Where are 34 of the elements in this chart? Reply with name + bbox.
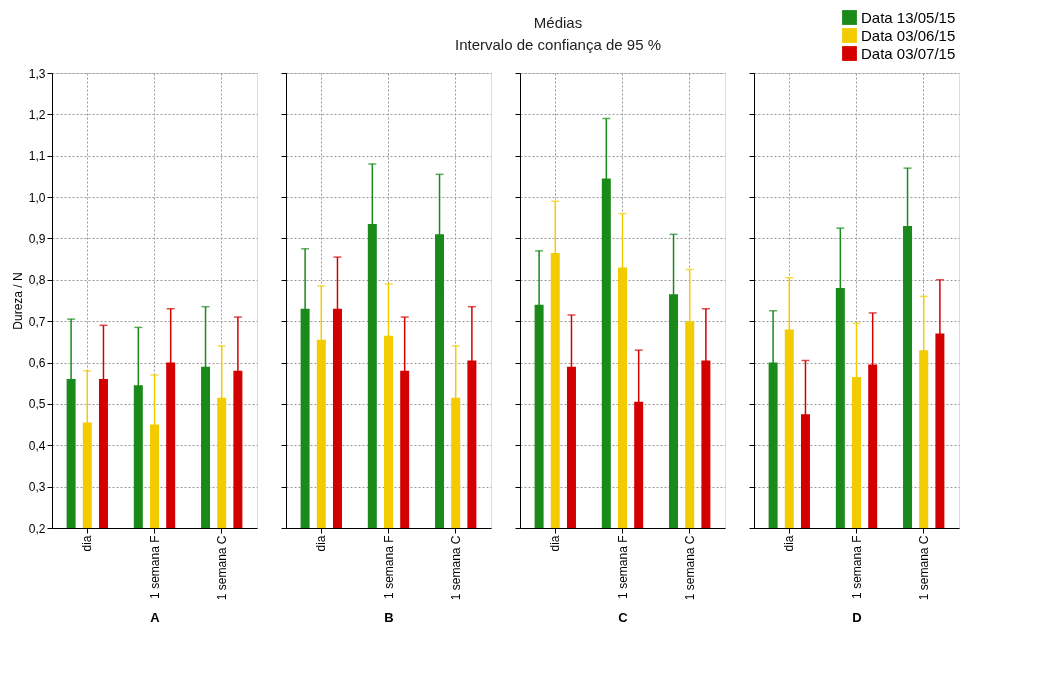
x-tick-label: 1 semana F (615, 535, 630, 599)
x-tick-label: 1 semana F (849, 535, 864, 599)
text: Médias (533, 14, 583, 31)
y-tick-label: 0,4 (28, 438, 46, 453)
y-tick-label: 1,3 (28, 66, 46, 81)
legend-label: Data 13/05/15 (861, 8, 956, 26)
y-tick-label: 0,6 (28, 356, 46, 371)
y-tick-label: 0,5 (28, 397, 46, 412)
legend-label: Data 03/07/15 (861, 44, 956, 62)
x-tick-label: 1 semana F (381, 535, 396, 599)
legend-label: Data 03/06/15 (861, 26, 956, 44)
y-tick-label: 1,2 (28, 107, 46, 122)
x-axis-title: C (618, 610, 629, 626)
x-tick-label: dia (548, 535, 563, 552)
x-axis-title: D (852, 610, 862, 626)
x-axis-title: B (384, 610, 394, 626)
y-tick-label: 0,3 (28, 480, 46, 495)
y-tick-label: 0,2 (28, 521, 46, 536)
x-tick-label: dia (782, 535, 797, 552)
y-tick-label: 1,0 (28, 190, 46, 205)
y-tick-label: 0,8 (28, 273, 46, 288)
x-tick-label: dia (80, 535, 95, 552)
y-tick-label: 0,7 (28, 314, 46, 329)
x-tick-label: 1 semana C (448, 535, 463, 601)
x-tick-label: 1 semana C (214, 535, 229, 601)
x-tick-label: 1 semana C (682, 535, 697, 601)
y-tick-label: 1,1 (28, 149, 46, 164)
text: Intervalo de confiança de 95 % (455, 36, 661, 53)
y-tick-label: 0,9 (28, 231, 46, 246)
x-tick-label: 1 semana C (916, 535, 931, 601)
x-tick-label: dia (314, 535, 329, 552)
x-axis-title: A (150, 610, 161, 626)
x-tick-label: 1 semana F (147, 535, 162, 599)
y-axis-title: Dureza / N (10, 272, 25, 330)
